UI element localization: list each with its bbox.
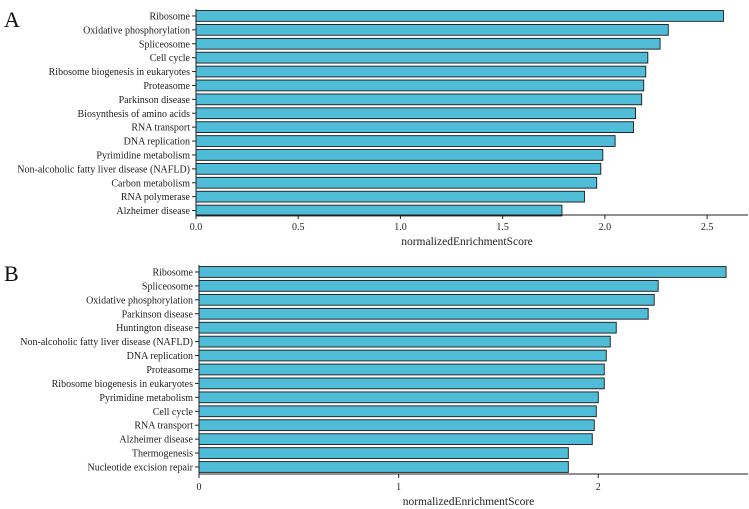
panel-a-category-label: RNA polymerase — [121, 192, 191, 203]
panel-b-bar — [198, 280, 659, 292]
panel-b-category-label: Huntington disease — [116, 323, 193, 334]
panel-b-bar — [198, 405, 597, 418]
panel-a-bar — [195, 37, 661, 50]
panel-b-category-label: Proteasome — [146, 365, 193, 376]
panel-b-category-label: RNA transport — [134, 421, 193, 432]
panel-b-bar — [198, 266, 727, 278]
panel-a-category-label: Parkinson disease — [119, 95, 191, 106]
panel-b-bar — [198, 335, 611, 348]
panel-b-category-label: DNA replication — [127, 351, 193, 362]
panel-a-bar — [195, 135, 616, 147]
panel-b-category-label: Thermogenesis — [132, 449, 193, 460]
panel-a-bar — [195, 176, 598, 189]
panel-a-bar — [195, 10, 724, 22]
panel-b-category-label: Pyrimidine metabolism — [99, 393, 193, 404]
panel-a-category-label: Pyrimidine metabolism — [96, 150, 190, 161]
panel-a-bar — [195, 65, 647, 78]
panel-b-bar — [198, 363, 605, 376]
panel-b-category-label: Cell cycle — [153, 407, 194, 418]
panel-a-category-label: Non-alcoholic fatty liver disease (NAFLD… — [17, 164, 190, 175]
panel-b-category-label: Non-alcoholic fatty liver disease (NAFLD… — [20, 337, 193, 348]
panel-a-category-label: Cell cycle — [150, 53, 191, 64]
panel-a-category-label: Spliceosome — [139, 39, 191, 50]
panel-b-x-tick-label: 2 — [596, 482, 601, 493]
panel-a-bar — [195, 51, 649, 64]
panel-b-category-label: Nucleotide excision repair — [87, 462, 193, 473]
panel-a-label: A — [4, 7, 20, 32]
panel-a-x-tick-label: 2.0 — [599, 222, 612, 233]
panel-b-bar — [198, 391, 599, 404]
panel-a-bar — [195, 121, 634, 134]
panel-a-bar — [195, 24, 669, 36]
panel-b-label: B — [4, 261, 19, 286]
panel-b-bar — [198, 321, 617, 334]
panel-a-bar — [195, 190, 585, 203]
panel-a-bar — [195, 149, 604, 161]
panel-b-category-label: Spliceosome — [142, 281, 194, 292]
panel-a-category-label: Oxidative phosphorylation — [83, 25, 190, 36]
panel-b-x-tick-label: 1 — [396, 482, 401, 493]
panel-a-category-label: Carbon metabolism — [111, 178, 190, 189]
panel-b-x-tick-label: 0 — [197, 482, 202, 493]
panel-a-bar — [195, 107, 637, 120]
panel-a-category-label: Biosynthesis of amino acids — [78, 109, 191, 120]
panel-b-bar — [198, 419, 595, 432]
panel-b-bar — [198, 377, 605, 390]
panel-a-bar — [195, 162, 602, 175]
panel-a-x-tick-label: 2.5 — [701, 222, 714, 233]
panel-a-category-label: Alzheimer disease — [116, 206, 190, 217]
panel-b-bar — [198, 433, 593, 445]
panel-a-bar — [195, 79, 645, 92]
panel-a-category-label: DNA replication — [124, 137, 190, 148]
panel-a-category-label: Ribosome — [149, 11, 190, 22]
panel-b-category-label: Parkinson disease — [122, 309, 194, 320]
panel-a-category-label: RNA transport — [131, 123, 190, 134]
panel-b-category-label: Oxidative phosphorylation — [86, 295, 193, 306]
panel-a-x-tick-label: 0.5 — [292, 222, 305, 233]
panel-b-bar — [198, 293, 655, 306]
panel-b-bar — [198, 307, 649, 320]
panel-b-x-axis-title: normalizedEnrichmentScore — [403, 496, 535, 508]
panel-a-x-axis-title: normalizedEnrichmentScore — [401, 236, 533, 248]
panel-a-category-label: Proteasome — [143, 81, 190, 92]
panel-b-bar — [198, 447, 569, 459]
panel-a-bar — [195, 204, 563, 217]
panel-b-bar — [198, 349, 607, 362]
panel-a-bar — [195, 93, 643, 106]
panel-a-x-tick-label: 0.0 — [190, 222, 203, 233]
panel-b-bar — [198, 461, 569, 473]
panel-b-category-label: Ribosome — [152, 267, 193, 278]
panel-b-category-label: Ribosome biogenesis in eukaryotes — [52, 379, 193, 390]
panel-a-x-tick-label: 1.0 — [394, 222, 407, 233]
panel-a-x-tick-label: 1.5 — [496, 222, 509, 233]
panel-b-category-label: Alzheimer disease — [119, 435, 193, 446]
panel-a-category-label: Ribosome biogenesis in eukaryotes — [49, 67, 190, 78]
